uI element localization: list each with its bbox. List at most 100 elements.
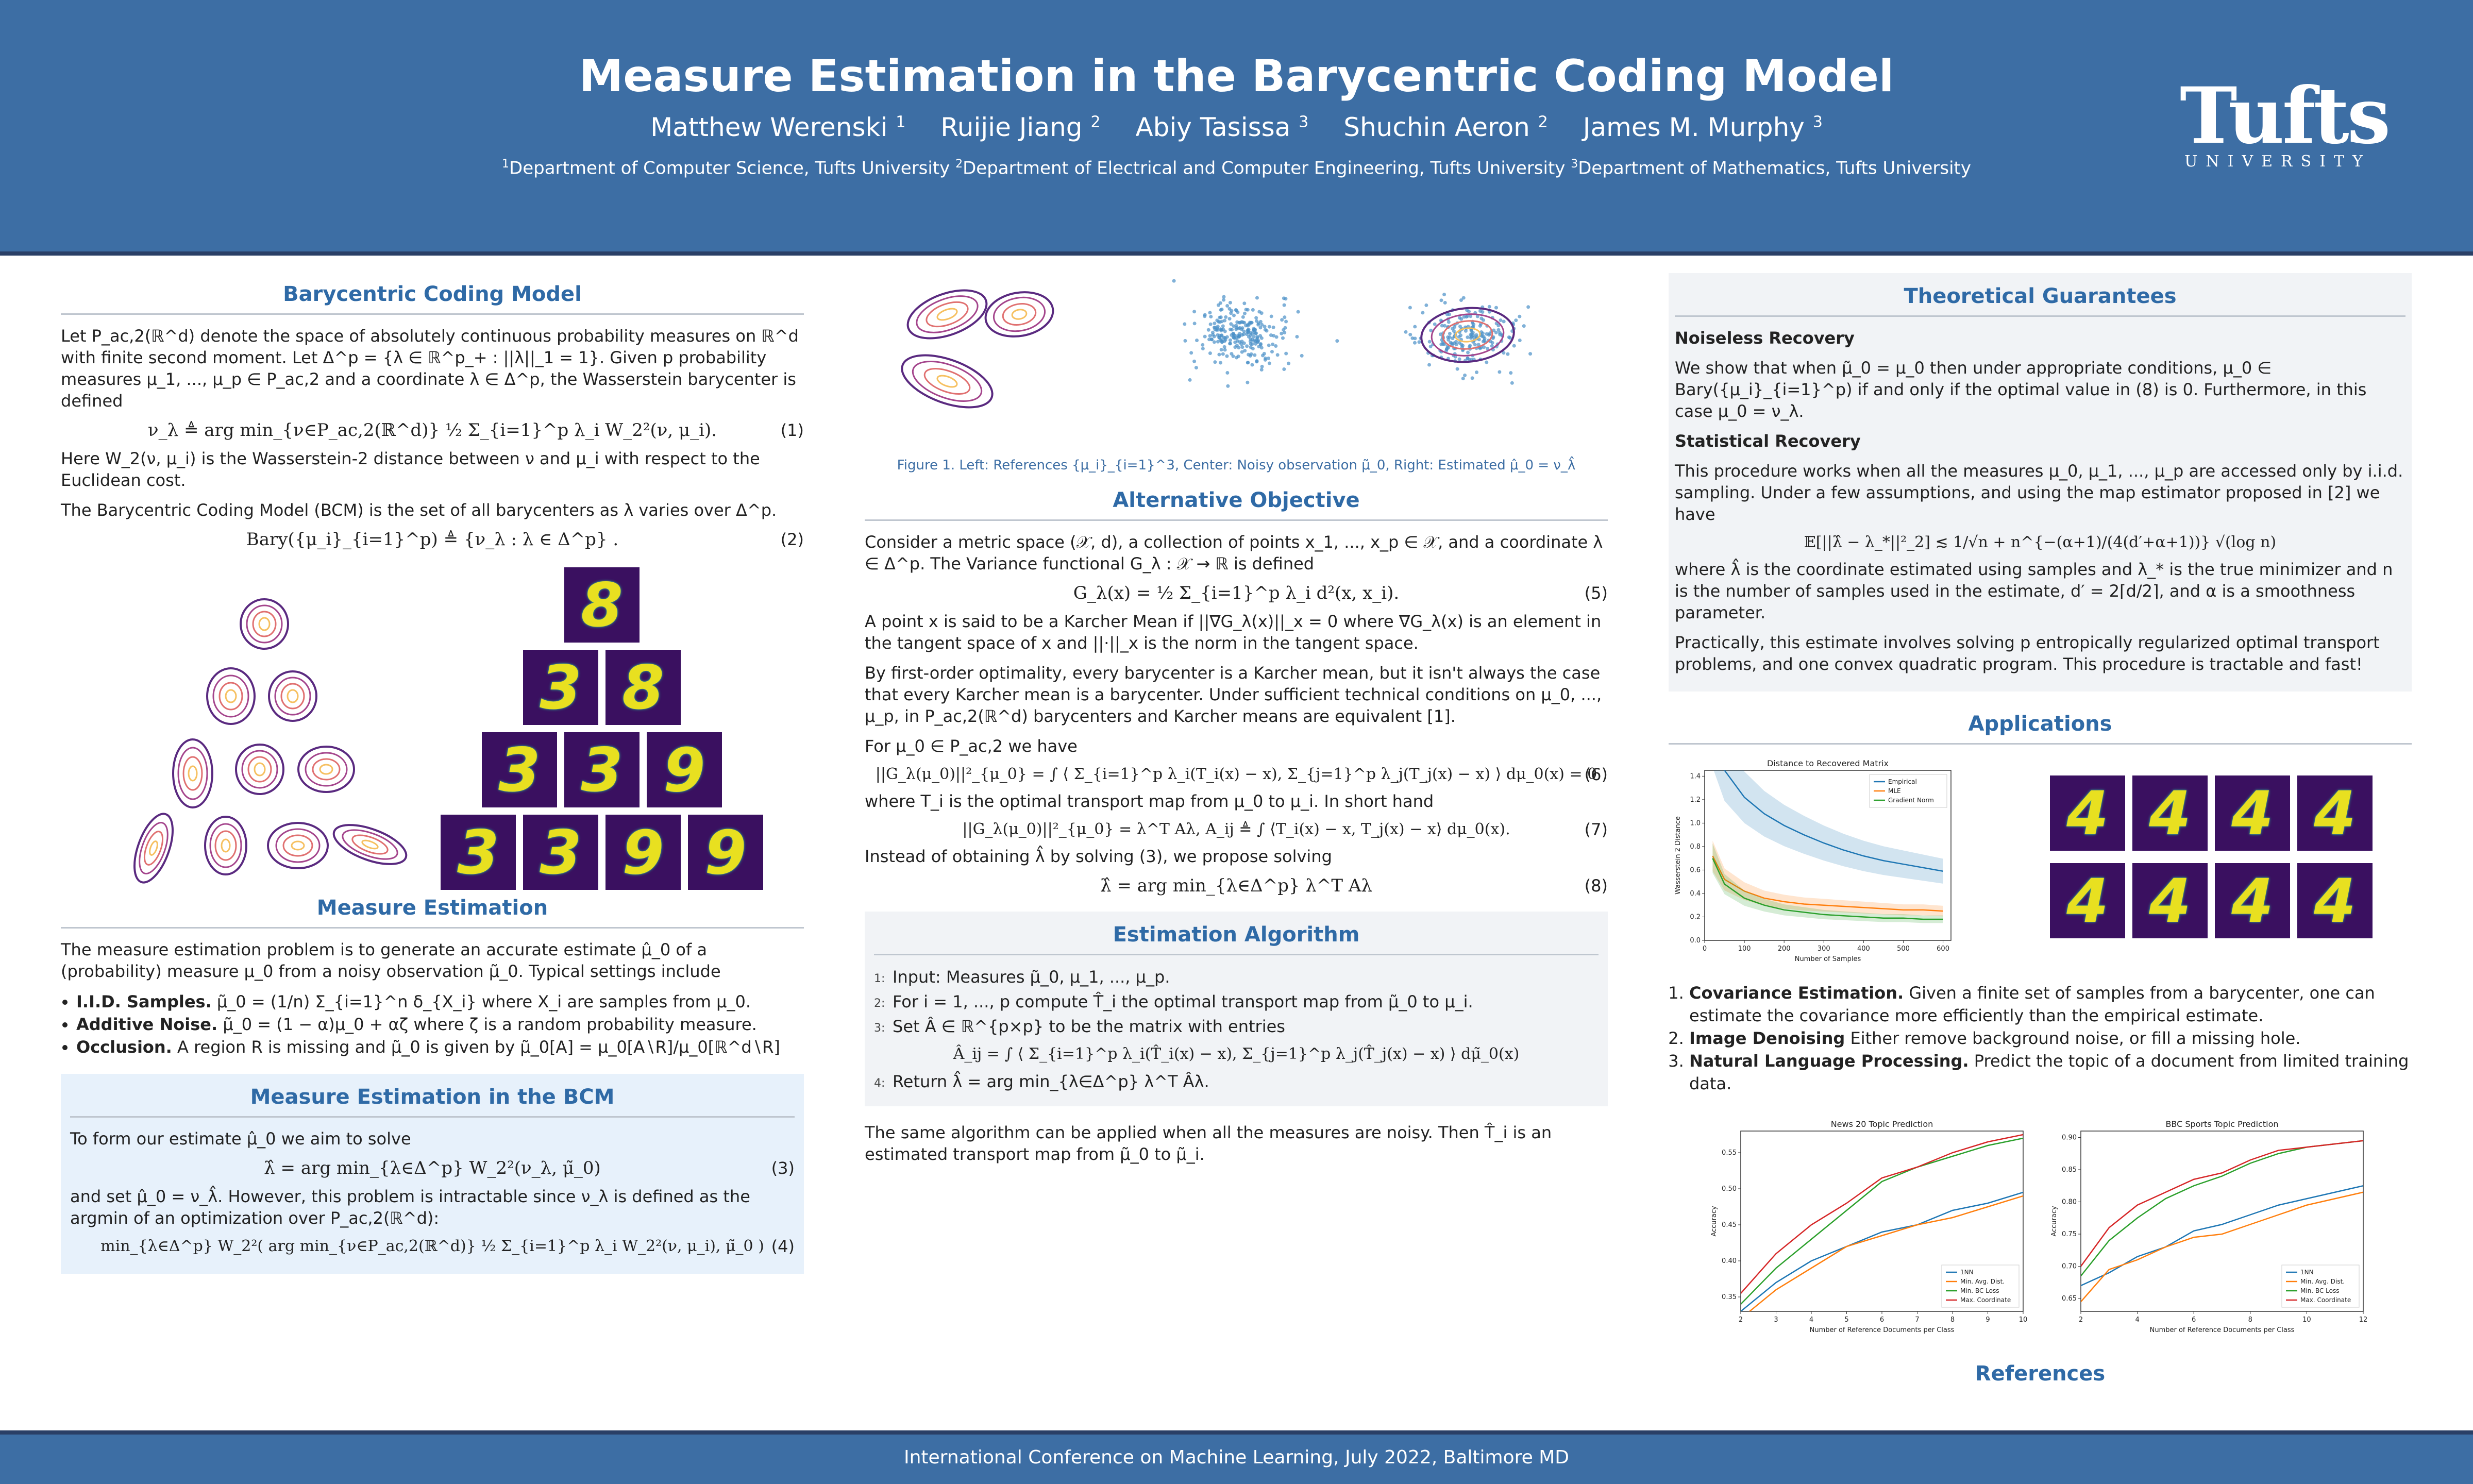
scatter-point — [1267, 356, 1271, 360]
scatter-point — [1259, 311, 1264, 315]
x-tick-label: 600 — [1937, 945, 1949, 953]
y-tick-label: 0.0 — [1690, 937, 1701, 945]
scatter-point — [1242, 329, 1246, 333]
scatter-point — [1263, 328, 1267, 332]
scatter-point — [1454, 340, 1458, 344]
contour-group — [133, 598, 408, 884]
x-tick-label: 5 — [1844, 1316, 1848, 1324]
tufts-logo: Tufts UNIVERSITY — [2180, 71, 2391, 171]
scatter-point — [1482, 345, 1486, 349]
poster-title: Measure Estimation in the Barycentric Co… — [579, 50, 1894, 102]
scatter-point — [1486, 346, 1490, 350]
section-heading-algorithm: Estimation Algorithm — [874, 914, 1599, 955]
equation-6: ||G_λ(μ_0)||²_{μ_0} = ∫ ⟨ Σ_{i=1}^p λ_i(… — [875, 764, 1608, 784]
scatter-point — [1252, 335, 1256, 339]
scatter-point — [1494, 330, 1498, 334]
scatter-point — [1258, 326, 1263, 330]
theory-box: Theoretical Guarantees Noiseless Recover… — [1669, 273, 2412, 692]
chart-title: BBC Sports Topic Prediction — [2165, 1119, 2278, 1129]
scatter-point — [1506, 352, 1510, 356]
scatter-point — [1235, 344, 1239, 348]
scatter-point — [1462, 315, 1466, 319]
alt-paragraph-3: By first-order optimality, every barycen… — [865, 663, 1602, 726]
alt-paragraph-5: where T_i is the optimal transport map f… — [865, 791, 1434, 811]
scatter-point — [1183, 322, 1187, 326]
x-tick-label: 500 — [1897, 945, 1910, 953]
scatter-point — [1222, 295, 1226, 299]
scatter-point — [1507, 335, 1511, 340]
scatter-point — [1272, 333, 1276, 338]
figure-1-panels — [901, 279, 1533, 409]
y-tick-label: 0.8 — [1690, 843, 1701, 851]
y-tick-label: 1.2 — [1690, 796, 1701, 804]
settings-list: I.I.D. Samples. μ̃_0 = (1/n) Σ_{i=1}^n δ… — [61, 990, 804, 1058]
y-tick-label: 0.70 — [2062, 1263, 2077, 1271]
scatter-point — [1215, 318, 1219, 323]
scatter-point — [1219, 348, 1223, 352]
scatter-point — [1259, 367, 1264, 372]
scatter-point — [1282, 328, 1286, 332]
scatter-point — [1194, 366, 1198, 370]
bcm-estimation-box: Measure Estimation in the BCM To form ou… — [61, 1074, 804, 1274]
scatter-point — [1480, 334, 1484, 338]
y-axis-label: Accuracy — [1710, 1206, 1718, 1237]
scatter-point — [1482, 339, 1486, 343]
scatter-point — [1256, 321, 1260, 325]
scatter-point — [1270, 349, 1274, 353]
scatter-point — [1466, 335, 1470, 340]
scatter-point — [1446, 338, 1451, 342]
scatter-point — [1217, 352, 1221, 357]
scatter-point — [1244, 308, 1248, 312]
scatter-point — [1222, 339, 1226, 343]
scatter-point — [1234, 308, 1238, 312]
scatter-point — [1412, 341, 1417, 345]
bcm-box-paragraph-1: To form our estimate μ̂_0 we aim to solv… — [70, 1129, 411, 1149]
scatter-point — [1275, 353, 1280, 357]
x-tick-label: 8 — [1950, 1316, 1955, 1324]
bcm-paragraph-1: Let P_ac,2(ℝ^d) denote the space of abso… — [61, 326, 799, 411]
confidence-band — [1712, 844, 1943, 923]
scatter-point — [1300, 353, 1304, 358]
scatter-point — [1195, 338, 1199, 342]
y-tick-label: 0.6 — [1690, 866, 1701, 874]
alt-paragraph-1: Consider a metric space (𝒳, d), a collec… — [865, 532, 1603, 574]
equation-3: λ̂ = arg min_{λ∈Δ^p} W_2²(ν_λ, μ̃_0) (3) — [264, 1158, 795, 1178]
scatter-point — [1526, 305, 1530, 309]
y-axis-label: Wasserstein 2 Distance — [1674, 816, 1682, 895]
scatter-point — [1282, 367, 1286, 372]
scatter-point — [1469, 336, 1473, 340]
scatter-point — [1451, 336, 1455, 341]
scatter-point — [1287, 361, 1291, 365]
scatter-point — [1494, 322, 1499, 326]
section-heading-theory: Theoretical Guarantees — [1675, 275, 2405, 317]
scatter-point — [1408, 332, 1412, 336]
scatter-point — [1254, 338, 1258, 342]
list-item: Covariance Estimation. Given a finite se… — [1689, 982, 2412, 1027]
noisy-observation-scatter — [1172, 279, 1339, 388]
scatter-point — [1237, 334, 1241, 339]
scatter-point — [1223, 336, 1227, 340]
digit-image: 8 — [605, 650, 681, 725]
scatter-point — [1485, 332, 1489, 336]
scatter-point — [1469, 333, 1473, 337]
scatter-point — [1522, 324, 1526, 328]
scatter-point — [1220, 307, 1224, 311]
scatter-point — [1203, 334, 1207, 339]
scatter-point — [1244, 332, 1249, 336]
x-tick-label: 7 — [1915, 1316, 1919, 1324]
scatter-point — [1514, 318, 1518, 323]
digit-image: 9 — [688, 815, 763, 890]
y-tick-label: 0.4 — [1690, 890, 1701, 898]
scatter-point — [1410, 336, 1415, 340]
x-tick-label: 400 — [1857, 945, 1870, 953]
scatter-point — [1458, 325, 1462, 329]
y-tick-label: 0.75 — [2062, 1230, 2077, 1238]
legend-label: Max. Coordinate — [1960, 1296, 2011, 1304]
equation-7: ||G_λ(μ_0)||²_{μ_0} = λ^T Aλ, A_ij ≜ ∫ ⟨… — [962, 819, 1608, 839]
y-tick-label: 0.35 — [1722, 1293, 1737, 1301]
scatter-point — [1255, 296, 1259, 300]
x-axis-label: Number of Reference Documents per Class — [2150, 1326, 2295, 1334]
digit-image: 3 — [482, 732, 557, 807]
theory-paragraph-1: We show that when μ̃_0 = μ_0 then under … — [1675, 358, 2367, 421]
scatter-point — [1242, 301, 1247, 306]
